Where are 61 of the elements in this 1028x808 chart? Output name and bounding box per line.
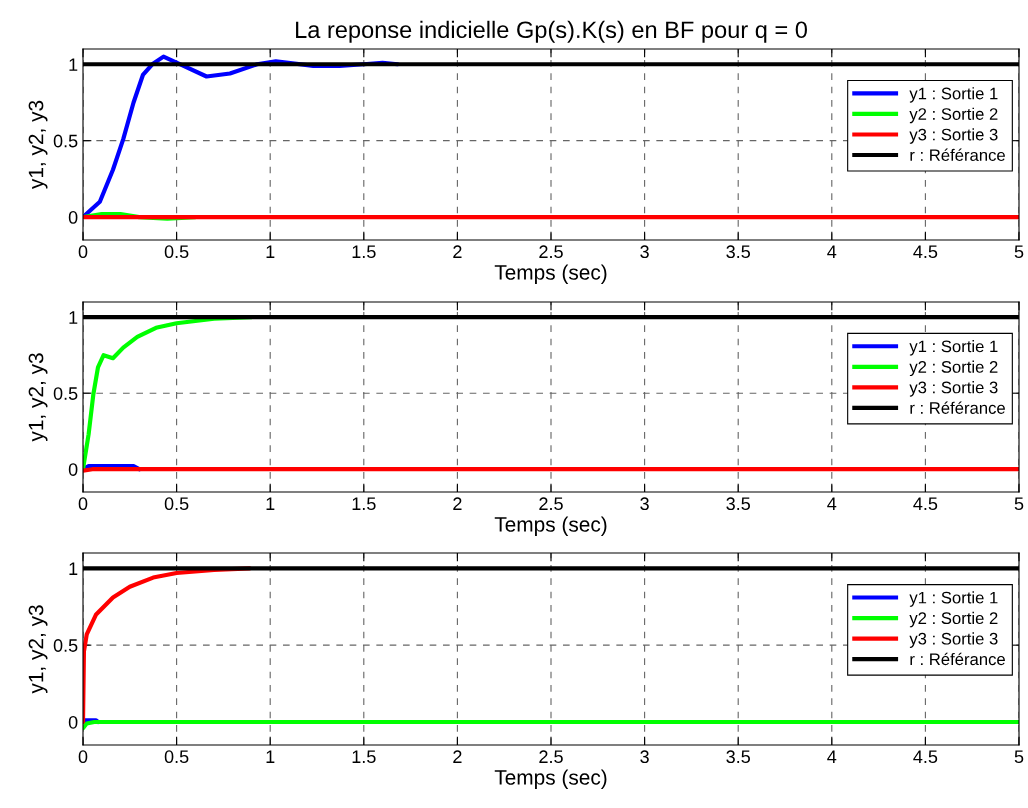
legend-label: r : Référance	[910, 401, 1005, 414]
y-tick-label: 0	[68, 463, 78, 476]
x-tick-label: 0.5	[164, 750, 189, 764]
x-tick-label: 2.5	[539, 497, 563, 511]
x-tick-label: 0	[78, 245, 88, 259]
y-tick-label: 0	[68, 211, 78, 224]
legend-label: y1 : Sortie 1	[909, 340, 998, 356]
legend-label: y1 : Sortie 1	[909, 87, 998, 103]
y-axis-title: y1, y2, y3	[28, 353, 48, 442]
x-axis-title: Temps (sec)	[494, 264, 607, 284]
legend-label: y3 : Sortie 3	[909, 381, 998, 397]
x-tick-label: 3.5	[726, 245, 750, 259]
x-tick-label: 3	[640, 245, 649, 259]
legend-label: r : Référance	[910, 148, 1005, 162]
x-tick-label: 0.5	[164, 497, 189, 511]
x-tick-label: 1.5	[352, 245, 376, 259]
x-tick-label: 1	[266, 497, 275, 510]
chart-title: La reponse indicielle Gp(s).K(s) en BF pour q = 0	[296, 20, 807, 43]
x-tick-label: 1.5	[352, 497, 376, 511]
x-tick-label: 2.5	[539, 750, 563, 764]
x-tick-label: 4	[827, 750, 837, 763]
y-tick-label: 1	[69, 58, 78, 71]
x-tick-label: 1	[266, 245, 275, 258]
x-tick-label: 3.5	[726, 750, 750, 764]
legend-label: y3 : Sortie 3	[909, 128, 998, 144]
x-axis-title: Temps (sec)	[494, 769, 607, 789]
x-tick-label: 0	[78, 750, 88, 764]
x-tick-label: 0	[78, 497, 88, 511]
x-tick-label: 2	[453, 245, 462, 258]
x-tick-label: 4.5	[913, 750, 938, 764]
x-tick-label: 4.5	[913, 497, 938, 511]
legend-label: y2 : Sortie 2	[909, 611, 998, 628]
y-tick-label: 0.5	[53, 134, 78, 148]
y-tick-label: 1	[69, 562, 78, 575]
x-axis-title: Temps (sec)	[494, 516, 607, 536]
x-tick-label: 2	[453, 497, 462, 510]
x-tick-label: 4	[827, 245, 837, 258]
x-tick-label: 2.5	[539, 245, 563, 259]
x-tick-label: 3.5	[726, 497, 750, 511]
x-tick-label: 0.5	[164, 245, 189, 259]
legend-label: r : Référance	[910, 652, 1005, 666]
legend-label: y2 : Sortie 2	[909, 360, 998, 377]
legend-label: y3 : Sortie 3	[909, 632, 998, 648]
x-tick-label: 3	[640, 497, 649, 511]
x-tick-label: 2	[453, 750, 462, 763]
y-axis-title: y1, y2, y3	[28, 605, 48, 694]
x-tick-label: 5	[1014, 750, 1024, 764]
x-tick-label: 5	[1014, 497, 1024, 511]
x-tick-label: 1.5	[352, 750, 376, 764]
legend-label: y2 : Sortie 2	[909, 107, 998, 124]
y-tick-label: 0	[68, 715, 78, 729]
y-tick-label: 0.5	[53, 639, 78, 652]
x-tick-label: 4.5	[913, 245, 938, 259]
x-tick-label: 3	[640, 750, 649, 764]
x-tick-label: 4	[827, 497, 837, 510]
x-tick-label: 1	[266, 750, 275, 763]
y-axis-title: y1, y2, y3	[28, 100, 48, 190]
x-tick-label: 5	[1014, 245, 1024, 259]
y-tick-label: 0.5	[53, 387, 78, 400]
y-tick-label: 1	[69, 311, 78, 324]
legend-label: y1 : Sortie 1	[909, 591, 998, 607]
